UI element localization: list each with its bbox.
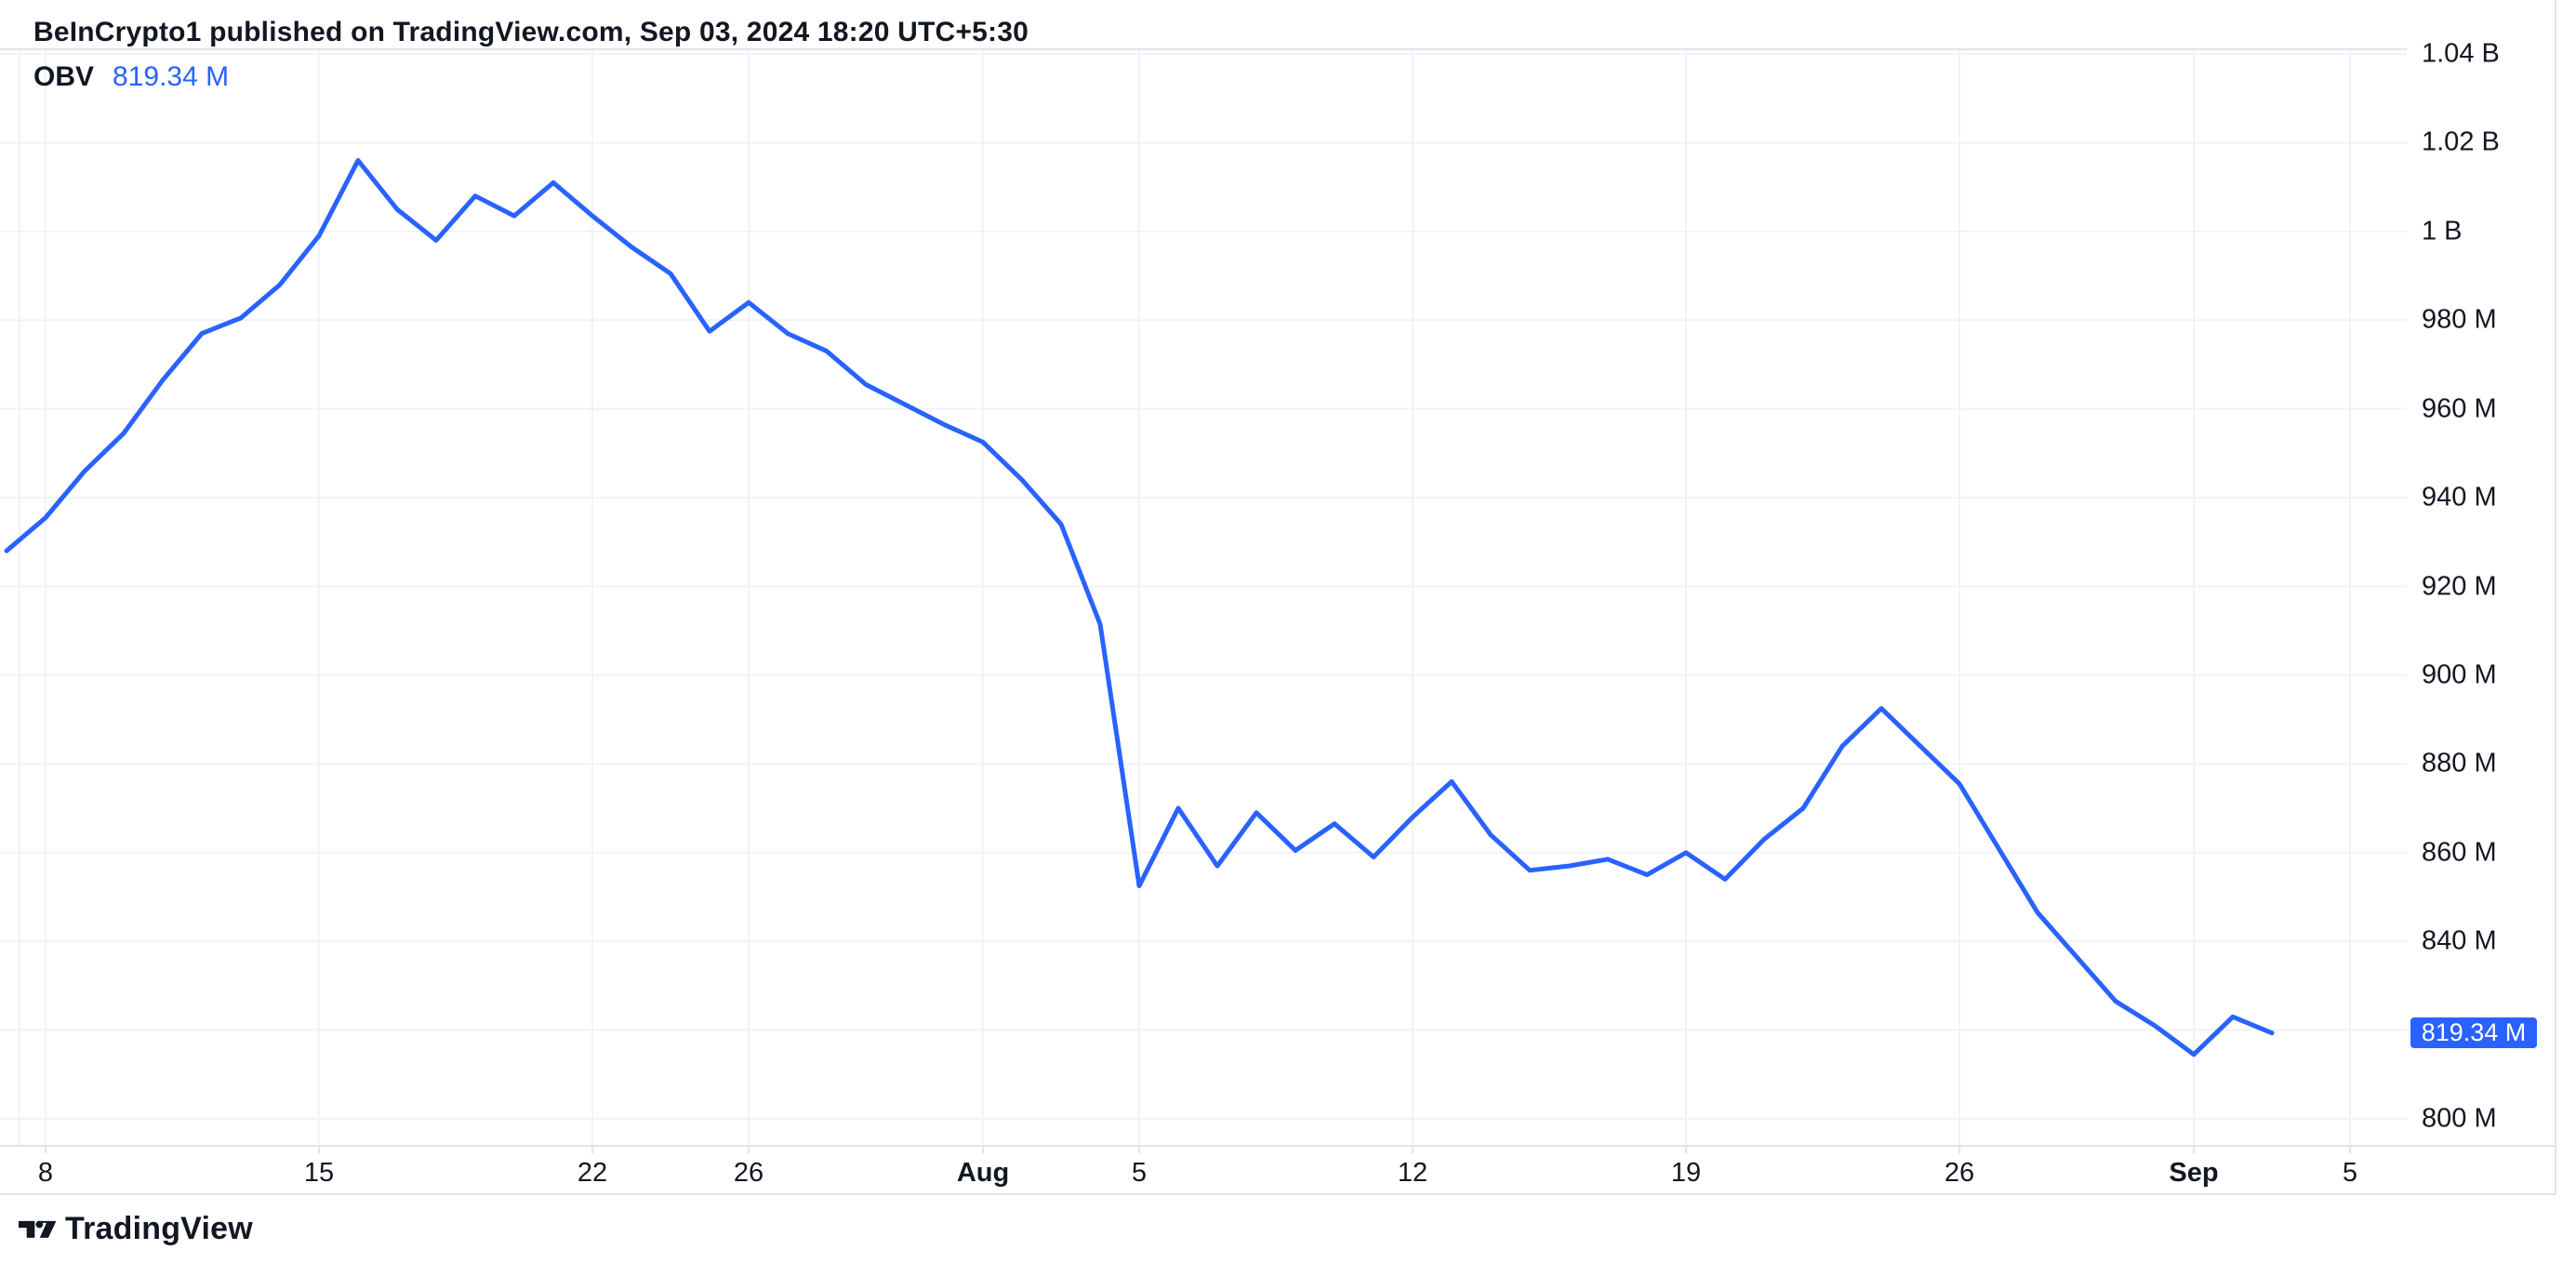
time-axis-label: 26	[733, 1158, 764, 1188]
indicator-value: 819.34 M	[113, 61, 230, 92]
time-axis-label: 22	[577, 1158, 608, 1188]
price-axis-label: 1 B	[2422, 216, 2463, 246]
last-value-badge: 819.34 M	[2410, 1017, 2537, 1049]
time-axis-label: 19	[1670, 1158, 1702, 1188]
price-axis-label: 1.02 B	[2422, 126, 2500, 157]
price-axis-label: 1.04 B	[2422, 38, 2500, 69]
indicator-name: OBV	[33, 61, 95, 92]
price-axis-label: 940 M	[2422, 482, 2497, 512]
time-axis-label: 8	[37, 1158, 54, 1188]
obv-series-line	[4, 158, 2275, 1057]
price-axis-label: 880 M	[2422, 748, 2497, 778]
tradingview-logo-icon	[19, 1220, 56, 1238]
price-axis-label: 840 M	[2422, 925, 2497, 956]
indicator-legend[interactable]: OBV 819.34 M	[33, 61, 229, 93]
time-axis-label: 15	[303, 1158, 335, 1188]
price-axis-label: 980 M	[2422, 304, 2497, 335]
price-axis-label: 900 M	[2422, 659, 2497, 690]
price-axis-label: 860 M	[2422, 837, 2497, 868]
time-axis-label: 12	[1397, 1158, 1428, 1188]
tradingview-logo-text: TradingView	[65, 1211, 253, 1246]
time-axis-label: 5	[1131, 1158, 1148, 1188]
price-axis-label: 960 M	[2422, 393, 2497, 424]
attribution-header: BeInCrypto1 published on TradingView.com…	[33, 17, 1029, 47]
time-axis-label: 26	[1944, 1158, 1975, 1188]
time-axis-label: 5	[2342, 1158, 2358, 1188]
time-axis-label: Sep	[2169, 1158, 2219, 1188]
price-axis-label: 920 M	[2422, 571, 2497, 601]
price-axis-label: 800 M	[2422, 1103, 2497, 1134]
time-axis-label: Aug	[956, 1158, 1010, 1188]
tradingview-logo[interactable]: TradingView	[19, 1211, 253, 1247]
